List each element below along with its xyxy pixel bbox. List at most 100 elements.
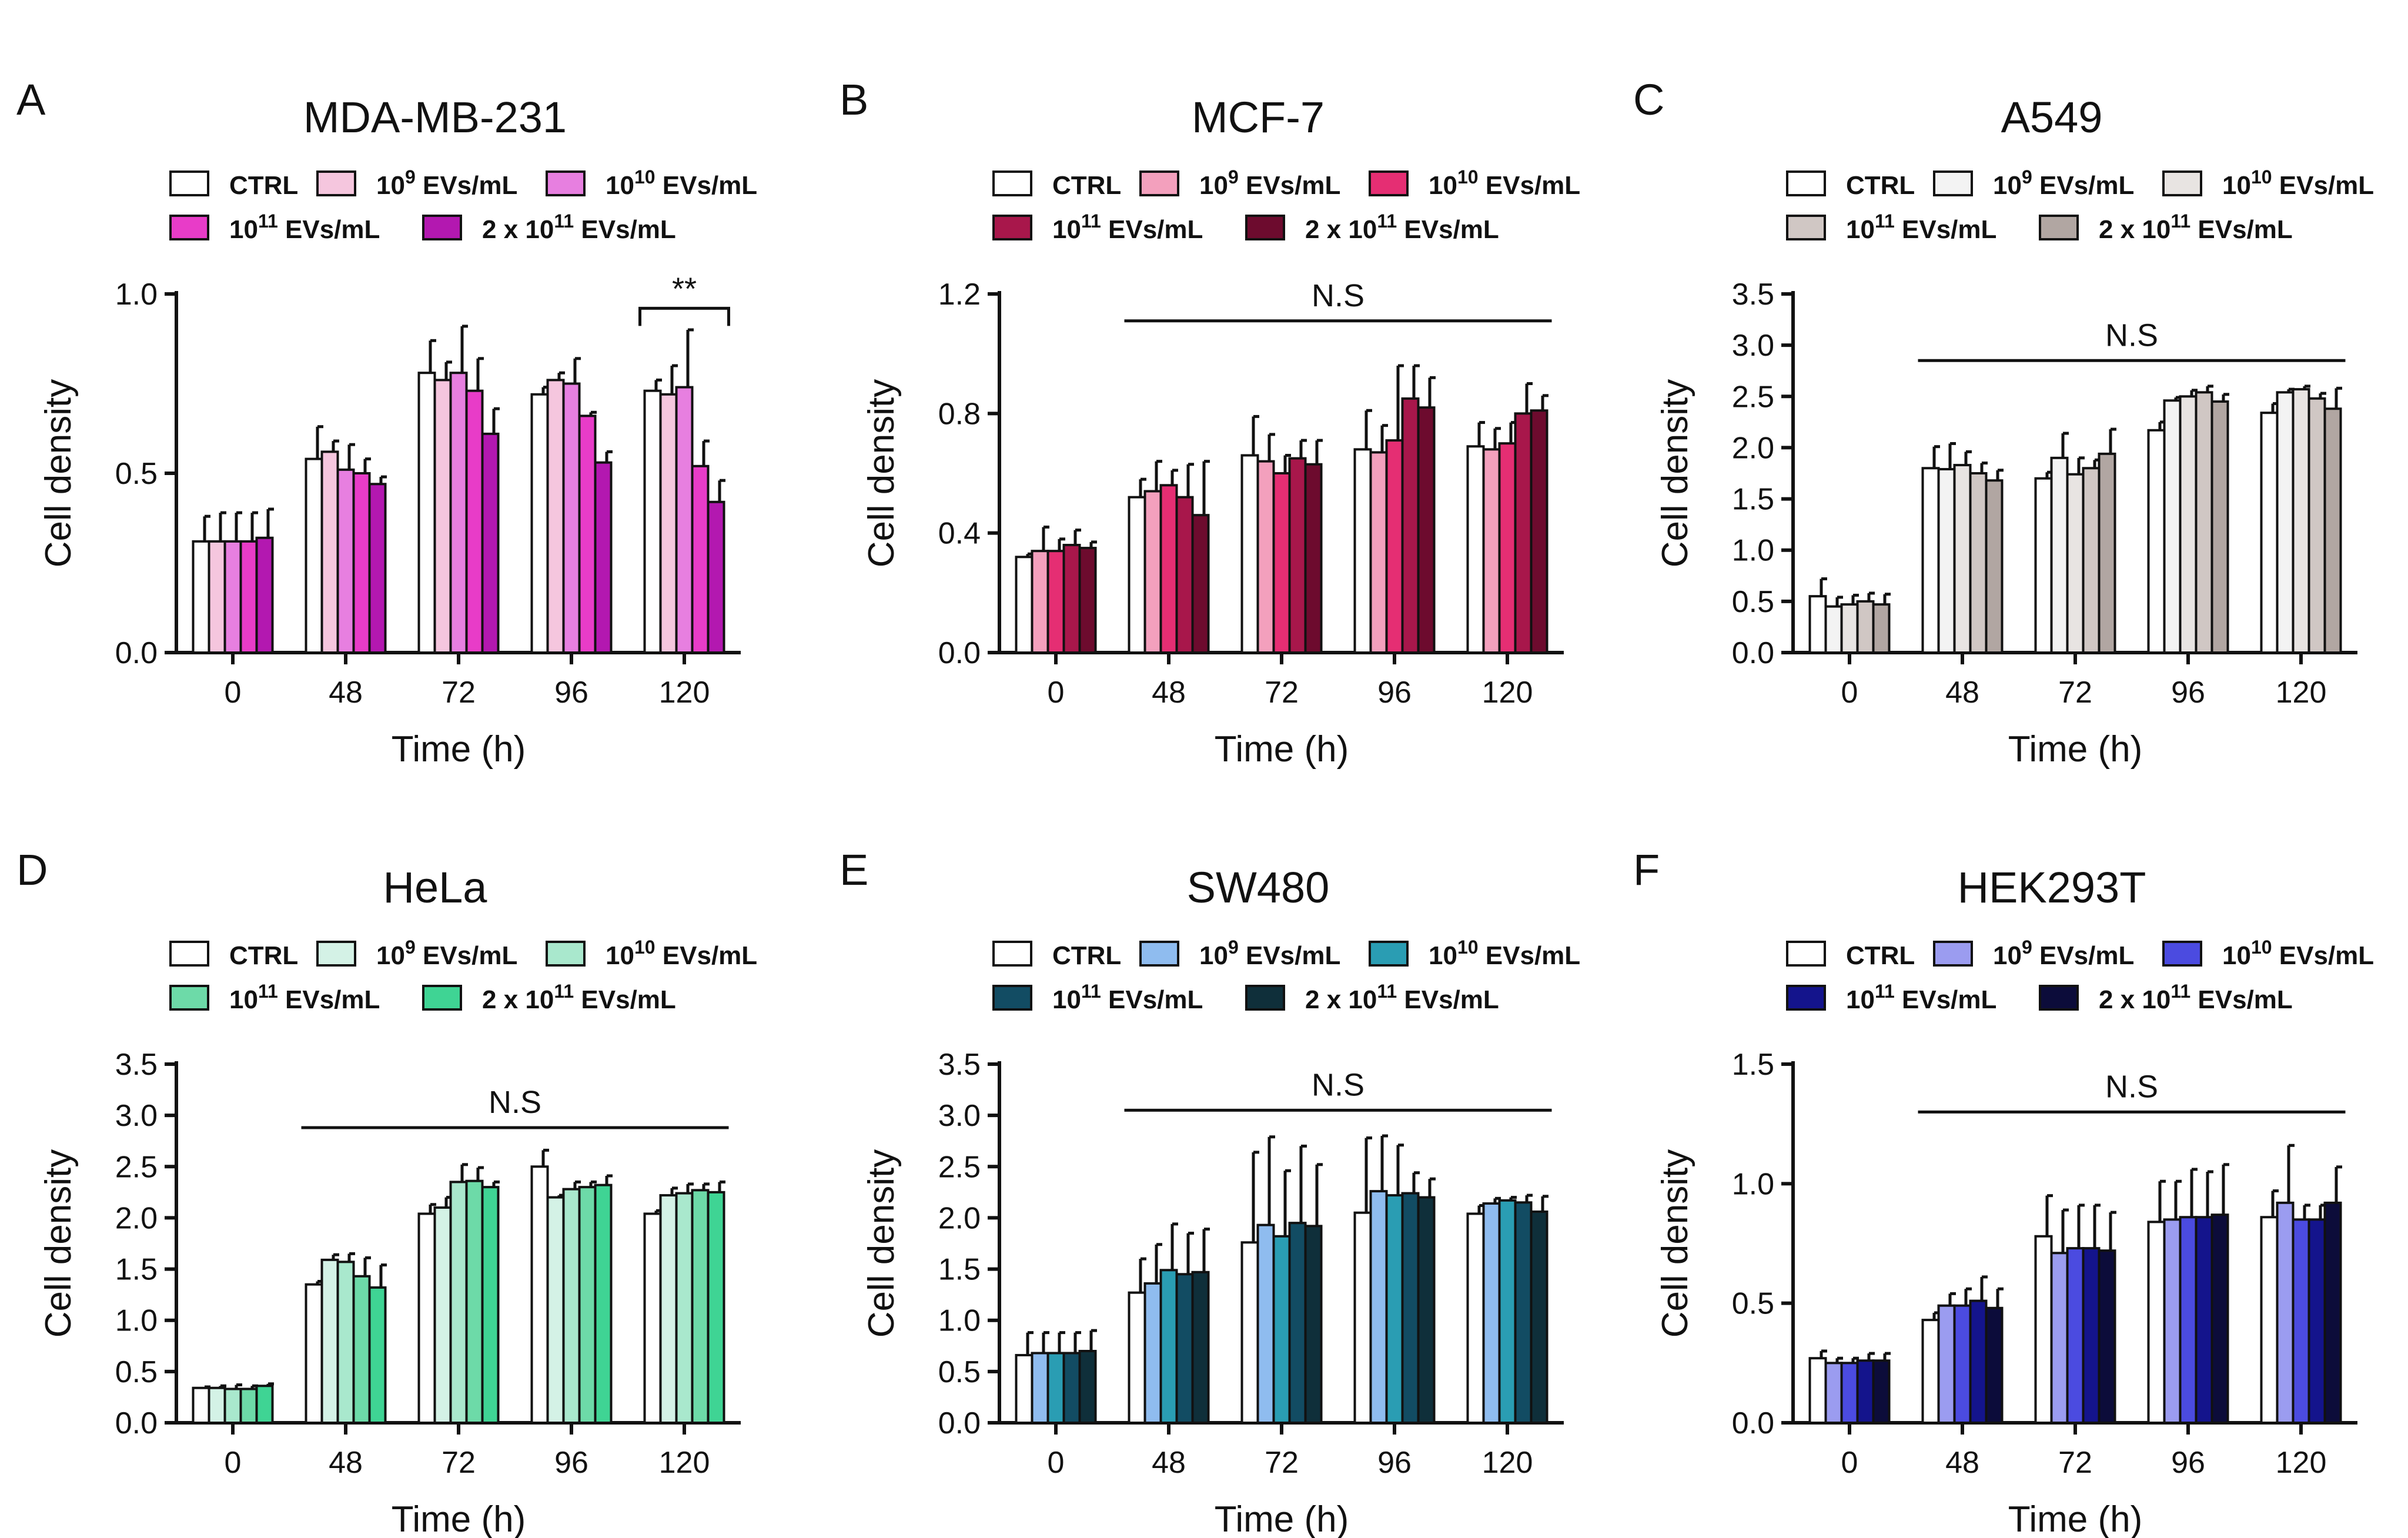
legend-label: 1010 EVs/mL — [606, 166, 757, 200]
legend-label: 109 EVs/mL — [376, 166, 517, 200]
bar — [1514, 412, 1533, 654]
bar — [239, 1387, 258, 1425]
bar — [192, 540, 210, 654]
bar — [1304, 463, 1323, 654]
legend-label: 2 x 1011 EVs/mL — [1305, 981, 1499, 1014]
panel-letter: E — [840, 845, 868, 894]
bar — [2276, 391, 2295, 654]
legend-swatch — [169, 941, 209, 967]
y-tick-label: 2.5 — [938, 1150, 981, 1184]
legend-entry: 2 x 1011 EVs/mL — [2039, 210, 2293, 244]
legend-swatch — [316, 941, 356, 967]
bar — [546, 1196, 565, 1424]
x-tick-label: 48 — [1945, 1446, 1979, 1480]
legend-swatch — [546, 941, 586, 967]
y-tick-label: 0.0 — [938, 1406, 981, 1440]
x-tick-label: 0 — [1048, 1446, 1065, 1480]
legend-entry: 1010 EVs/mL — [546, 937, 757, 970]
x-tick-label: 48 — [329, 676, 363, 710]
bar — [1401, 397, 1420, 654]
x-tick-label: 96 — [1377, 1446, 1412, 1480]
bar — [1288, 457, 1307, 654]
bar — [2147, 1221, 2166, 1425]
panel-c: C A549 CTRL 109 EVs/mL 1010 EVs/mL 1011 EVs/m… — [1633, 75, 2374, 770]
bar — [1159, 1269, 1178, 1424]
legend-swatch — [1786, 170, 1826, 196]
bar — [1272, 472, 1291, 654]
x-tick-label: 72 — [2058, 676, 2092, 710]
bar — [320, 1258, 339, 1425]
x-axis-label: Time (h) — [1215, 729, 1349, 770]
legend-entry: 2 x 1011 EVs/mL — [2039, 981, 2293, 1014]
y-axis-label: Cell density — [38, 379, 79, 567]
bar — [2210, 400, 2229, 654]
bar — [1856, 600, 1875, 654]
legend-swatch — [2039, 985, 2079, 1011]
legend-entry: 109 EVs/mL — [1933, 166, 2134, 200]
bar — [1953, 464, 1972, 654]
x-tick-label: 0 — [1841, 676, 1858, 710]
legend-swatch — [992, 170, 1032, 196]
legend-entry: CTRL — [1786, 941, 1915, 970]
bar — [1872, 1359, 1891, 1424]
bar — [578, 1186, 597, 1425]
panel-letter: D — [16, 845, 48, 894]
x-axis-label: Time (h) — [392, 729, 526, 770]
bar — [594, 1183, 613, 1425]
legend-swatch — [1786, 985, 1826, 1011]
y-tick-label: 3.5 — [1732, 277, 1774, 312]
bar — [1256, 1223, 1275, 1425]
x-tick-label: 48 — [329, 1446, 363, 1480]
bar — [449, 1181, 468, 1425]
bar — [2163, 1218, 2182, 1424]
bar — [433, 1206, 452, 1424]
bar — [2098, 1249, 2116, 1424]
bar — [1498, 442, 1517, 654]
bar — [1937, 468, 1956, 654]
bar — [481, 432, 500, 654]
bar — [320, 450, 339, 654]
bar — [192, 1386, 210, 1424]
panel-letter: A — [16, 75, 46, 124]
bar — [1969, 472, 1988, 654]
legend-entry: CTRL — [169, 170, 298, 200]
legend-swatch — [992, 985, 1032, 1011]
bar — [1256, 460, 1275, 654]
y-tick-label: 3.0 — [938, 1099, 981, 1133]
legend-label: 109 EVs/mL — [376, 937, 517, 970]
legend-label: CTRL — [229, 171, 298, 200]
y-tick-label: 1.5 — [115, 1253, 158, 1287]
y-tick-label: 3.0 — [1732, 329, 1774, 363]
panel-letter: B — [840, 75, 868, 124]
bar — [659, 1194, 678, 1424]
bar — [1078, 547, 1097, 654]
legend-label: 1011 EVs/mL — [1052, 210, 1203, 244]
bar — [1159, 484, 1178, 654]
legend-swatch — [1139, 170, 1179, 196]
bar — [1921, 467, 1940, 654]
bar — [2323, 407, 2342, 654]
legend-label: 1010 EVs/mL — [606, 937, 757, 970]
x-tick-label: 72 — [1265, 1446, 1299, 1480]
bar — [675, 386, 694, 654]
legend-entry: 1010 EVs/mL — [2162, 937, 2374, 970]
bar — [1046, 1352, 1065, 1424]
bar — [2195, 391, 2213, 654]
bar — [481, 1186, 500, 1425]
legend-swatch — [169, 215, 209, 240]
y-tick-label: 2.0 — [938, 1201, 981, 1235]
legend-entry: 2 x 1011 EVs/mL — [422, 210, 676, 244]
bar — [691, 1189, 710, 1424]
bar — [1921, 1319, 1940, 1425]
bar — [643, 389, 662, 654]
legend-entry: 109 EVs/mL — [1933, 937, 2134, 970]
panel-letter: F — [1633, 845, 1660, 894]
bar — [305, 457, 323, 654]
bar — [562, 1188, 581, 1425]
bar — [1369, 451, 1388, 654]
bar — [1143, 490, 1162, 654]
significance-label: N.S — [2105, 1069, 2158, 1104]
bar — [352, 472, 371, 654]
bar — [530, 393, 549, 654]
